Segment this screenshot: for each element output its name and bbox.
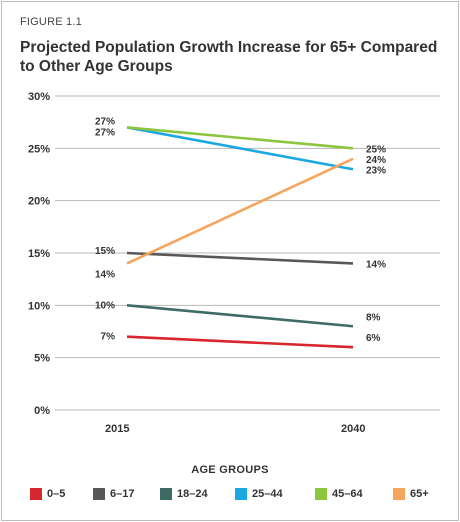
data-label-start: 10%	[95, 300, 115, 311]
data-label-end: 24%	[366, 155, 386, 166]
series-line-3	[126, 126, 354, 171]
data-label-end: 14%	[366, 259, 386, 270]
data-label-start: 7%	[101, 332, 116, 343]
data-label-start: 27%	[95, 127, 115, 138]
line-chart: 0% 5% 10% 15% 20% 25% 30% 2015 2040 7% 6% 15% 14% 1…	[28, 91, 440, 435]
series-line-2	[126, 304, 354, 328]
legend-swatch	[93, 488, 105, 500]
legend: 0–5 6–17 18–24 25–44 45–64 65+	[30, 487, 440, 501]
data-label-start: 27%	[95, 116, 115, 127]
y-tick-label: 15%	[28, 248, 50, 260]
legend-swatch	[393, 488, 405, 500]
y-tick-label: 5%	[34, 353, 50, 365]
y-tick-label: 10%	[28, 300, 50, 312]
legend-item: 6–17	[93, 487, 134, 501]
legend-label: 6–17	[110, 488, 135, 500]
legend-swatch	[315, 488, 327, 500]
legend-label: 0–5	[47, 488, 66, 500]
legend-item: 18–24	[160, 487, 208, 501]
x-tick-label: 2040	[341, 423, 365, 435]
chart-title: Projected Population Growth Increase for…	[20, 39, 438, 75]
y-tick-label: 30%	[28, 91, 50, 103]
series-line-1	[126, 251, 354, 265]
legend-swatch	[30, 488, 42, 500]
data-label-end: 6%	[366, 333, 381, 344]
legend-title: AGE GROUPS	[191, 464, 269, 476]
series-line-4	[126, 126, 354, 150]
series-line-5	[126, 157, 354, 265]
y-tick-label: 25%	[28, 143, 50, 155]
data-label-start: 14%	[95, 269, 115, 280]
data-label-end: 25%	[366, 144, 386, 155]
data-label-end: 23%	[366, 165, 386, 176]
y-tick-label: 0%	[34, 405, 50, 417]
x-tick-label: 2015	[105, 423, 129, 435]
legend-item: 45–64	[315, 487, 363, 501]
legend-label: 45–64	[332, 488, 363, 500]
legend-item: 0–5	[30, 487, 65, 501]
data-label-start: 15%	[95, 246, 115, 257]
data-label-end: 8%	[366, 312, 381, 323]
legend-swatch	[160, 488, 172, 500]
y-tick-label: 20%	[28, 196, 50, 208]
figure-label: FIGURE 1.1	[20, 16, 82, 28]
legend-label: 25–44	[252, 488, 283, 500]
series-line-0	[126, 335, 354, 349]
legend-item: 25–44	[235, 487, 283, 501]
legend-label: 65+	[410, 488, 429, 500]
legend-swatch	[235, 488, 247, 500]
legend-item: 65+	[393, 487, 429, 501]
legend-label: 18–24	[177, 488, 208, 500]
